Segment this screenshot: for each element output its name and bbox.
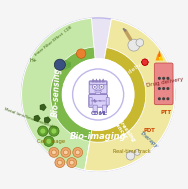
Circle shape (44, 136, 54, 146)
Polygon shape (40, 104, 46, 111)
Polygon shape (159, 54, 163, 60)
Text: PTT: PTT (160, 110, 171, 115)
Circle shape (55, 158, 65, 167)
Circle shape (162, 97, 165, 100)
Circle shape (162, 77, 165, 80)
Text: Metal Ions/Small molecules: Metal Ions/Small molecules (4, 108, 58, 130)
Text: Bio-imaging: Bio-imaging (70, 132, 127, 141)
Polygon shape (92, 79, 94, 82)
Circle shape (52, 150, 56, 155)
Polygon shape (95, 79, 98, 82)
FancyBboxPatch shape (90, 82, 107, 85)
Wedge shape (90, 48, 146, 142)
FancyBboxPatch shape (93, 105, 97, 113)
Circle shape (61, 147, 71, 157)
Circle shape (94, 86, 96, 88)
Circle shape (62, 59, 134, 130)
Text: Cell image: Cell image (37, 139, 65, 144)
Wedge shape (104, 48, 146, 103)
FancyBboxPatch shape (89, 94, 108, 107)
Circle shape (73, 69, 124, 120)
FancyBboxPatch shape (96, 92, 101, 96)
Circle shape (49, 126, 59, 136)
Circle shape (99, 84, 104, 89)
Text: PDT: PDT (144, 128, 156, 133)
Wedge shape (51, 47, 95, 141)
Circle shape (67, 158, 77, 167)
Circle shape (126, 152, 135, 160)
Circle shape (46, 139, 51, 144)
Circle shape (158, 87, 161, 90)
Text: Addressing
Cancer: Addressing Cancer (108, 111, 136, 146)
Text: CDs: CDs (91, 111, 102, 116)
FancyBboxPatch shape (102, 105, 107, 113)
Circle shape (77, 49, 86, 58)
Circle shape (69, 160, 74, 165)
Circle shape (166, 77, 169, 80)
Circle shape (158, 97, 161, 100)
Polygon shape (157, 50, 161, 57)
Polygon shape (102, 79, 105, 82)
Wedge shape (90, 101, 145, 142)
Text: Bio-sensing: Bio-sensing (51, 67, 62, 117)
Text: Drug delivery: Drug delivery (146, 77, 184, 88)
Circle shape (38, 126, 48, 136)
Circle shape (162, 87, 165, 90)
FancyBboxPatch shape (89, 81, 107, 94)
FancyBboxPatch shape (106, 98, 109, 105)
Circle shape (63, 150, 68, 155)
Circle shape (101, 86, 103, 88)
Circle shape (166, 87, 169, 90)
Circle shape (134, 149, 140, 155)
Circle shape (22, 18, 175, 171)
Circle shape (58, 160, 62, 165)
Circle shape (54, 59, 65, 70)
Text: ML: ML (99, 111, 108, 116)
Text: Drug delivery: Drug delivery (113, 56, 151, 85)
Polygon shape (142, 59, 148, 66)
Wedge shape (22, 18, 95, 170)
Circle shape (136, 39, 144, 46)
Circle shape (128, 39, 140, 51)
Text: Inner Filter Effect  CDE: Inner Filter Effect CDE (34, 25, 73, 57)
Polygon shape (34, 115, 40, 122)
Text: Therapy: Therapy (139, 131, 159, 149)
Polygon shape (155, 54, 160, 60)
Circle shape (73, 147, 83, 157)
Wedge shape (104, 19, 175, 108)
FancyBboxPatch shape (154, 63, 173, 105)
Circle shape (158, 77, 161, 80)
FancyBboxPatch shape (89, 98, 92, 105)
Circle shape (40, 129, 45, 134)
Circle shape (166, 97, 169, 100)
Wedge shape (85, 19, 175, 171)
Circle shape (92, 84, 97, 89)
Wedge shape (85, 101, 174, 171)
Text: Real-time track: Real-time track (112, 149, 150, 154)
Polygon shape (44, 117, 51, 123)
Text: H+: H+ (30, 58, 37, 63)
Polygon shape (99, 79, 101, 82)
Circle shape (75, 150, 80, 155)
Circle shape (51, 129, 56, 134)
Circle shape (49, 147, 59, 157)
